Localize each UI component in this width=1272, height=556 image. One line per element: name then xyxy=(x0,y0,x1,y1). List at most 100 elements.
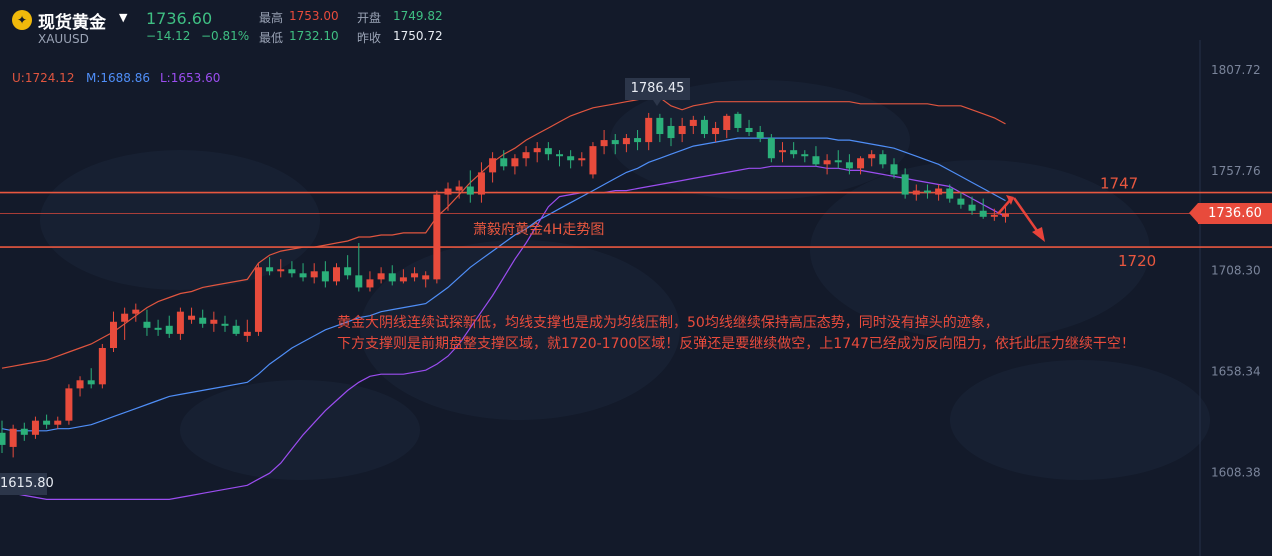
candle-body xyxy=(76,380,84,389)
candle-body xyxy=(801,154,809,157)
gold-coin-icon: ✦ xyxy=(12,10,32,30)
candle-body xyxy=(489,158,497,173)
map-background-shape xyxy=(950,360,1210,480)
candle-body xyxy=(411,273,419,278)
candle-body xyxy=(589,146,597,175)
candle-body xyxy=(0,432,6,445)
y-tick-label: 1757.76 xyxy=(1211,164,1261,178)
candle-body xyxy=(533,148,541,153)
candle-body xyxy=(399,277,407,282)
candle-body xyxy=(31,420,39,435)
prev-close-label: 昨收 xyxy=(357,31,382,45)
candle-body xyxy=(923,190,931,193)
candle-body xyxy=(812,156,820,165)
candle-body xyxy=(433,194,441,280)
max-price-marker: 1786.45 xyxy=(625,78,690,100)
candle-body xyxy=(377,273,385,280)
candle-body xyxy=(957,198,965,205)
candle-body xyxy=(767,138,775,159)
y-tick-label: 1658.34 xyxy=(1211,365,1261,379)
candle-body xyxy=(243,331,251,336)
candle-body xyxy=(221,323,229,326)
candle-body xyxy=(823,160,831,165)
candle-body xyxy=(611,140,619,145)
open-value: 1749.82 xyxy=(393,9,443,23)
last-price: 1736.60 xyxy=(146,9,213,28)
candle-body xyxy=(935,188,943,195)
candle-body xyxy=(745,127,753,133)
candle-body xyxy=(455,186,463,191)
middle-band-value: M:1688.86 xyxy=(86,71,151,85)
candle-body xyxy=(678,125,686,135)
max-marker-pointer xyxy=(653,100,661,106)
candle-body xyxy=(477,172,485,195)
candle-body xyxy=(277,269,285,272)
current-price-tag: 1736.60 xyxy=(1189,203,1272,224)
y-tick-label: 1807.72 xyxy=(1211,63,1261,77)
candle-body xyxy=(266,267,274,272)
level-label-1747: 1747 xyxy=(1100,175,1138,193)
min-price-marker: 1615.80 xyxy=(0,473,54,495)
candle-body xyxy=(511,158,519,167)
candle-body xyxy=(165,325,173,334)
middle-band-line xyxy=(1,137,1006,432)
candle-body xyxy=(500,158,508,167)
candle-body xyxy=(43,420,51,425)
map-background-shape xyxy=(180,380,420,480)
candle-body xyxy=(712,127,720,135)
candle-body xyxy=(946,188,954,199)
candle-body xyxy=(734,113,742,128)
candle-body xyxy=(979,210,987,217)
low-value: 1732.10 xyxy=(289,29,339,43)
candle-body xyxy=(199,317,207,324)
candle-body xyxy=(622,138,630,145)
chart-title: 萧毅府黄金4H走势图 xyxy=(473,221,604,238)
candle-body xyxy=(388,273,396,282)
candle-body xyxy=(667,125,675,139)
map-background-shape xyxy=(360,240,680,420)
candle-body xyxy=(556,154,563,157)
candle-body xyxy=(176,311,184,334)
candle-body xyxy=(333,267,340,282)
symbol-code: XAUUSD xyxy=(38,32,89,46)
candle-body xyxy=(700,119,708,135)
candle-body xyxy=(154,327,162,330)
candle-body xyxy=(968,204,976,211)
chevron-down-icon[interactable]: ▼ xyxy=(119,11,128,24)
price-change-pct: −0.81% xyxy=(201,29,250,43)
candle-body xyxy=(544,148,552,155)
map-background-shape xyxy=(40,150,320,290)
high-label: 最高 xyxy=(259,11,284,25)
forecast-arrowhead-up xyxy=(1006,195,1014,205)
candle-body xyxy=(567,156,575,161)
candle-body xyxy=(656,117,664,135)
lower-band-value: L:1653.60 xyxy=(160,71,221,85)
y-tick-label: 1708.30 xyxy=(1211,264,1261,278)
candle-body xyxy=(779,150,786,153)
candle-body xyxy=(254,267,262,332)
candle-body xyxy=(522,152,530,159)
candle-body xyxy=(110,321,117,348)
candle-body xyxy=(143,321,151,328)
candle-body xyxy=(912,190,920,195)
candle-body xyxy=(466,186,474,195)
symbol-name[interactable]: 现货黄金 xyxy=(38,13,106,33)
high-value: 1753.00 xyxy=(289,9,339,23)
candle-body xyxy=(834,160,842,163)
candle-body xyxy=(578,158,586,161)
candle-body xyxy=(790,150,798,155)
quote-header: ✦ 现货黄金 ▼ XAUUSD 1736.60 −14.12 −0.81% 最高… xyxy=(0,0,460,50)
upper-band-value: U:1724.12 xyxy=(12,71,75,85)
candle-body xyxy=(321,271,329,282)
prev-close-value: 1750.72 xyxy=(393,29,443,43)
candle-body xyxy=(990,214,998,217)
candle-body xyxy=(845,162,853,169)
candle-body xyxy=(634,138,642,143)
candle-body xyxy=(121,313,129,322)
forecast-arrow-down xyxy=(1012,197,1042,236)
candle-body xyxy=(901,174,909,195)
candle-body xyxy=(600,140,608,147)
candle-body xyxy=(65,388,73,421)
